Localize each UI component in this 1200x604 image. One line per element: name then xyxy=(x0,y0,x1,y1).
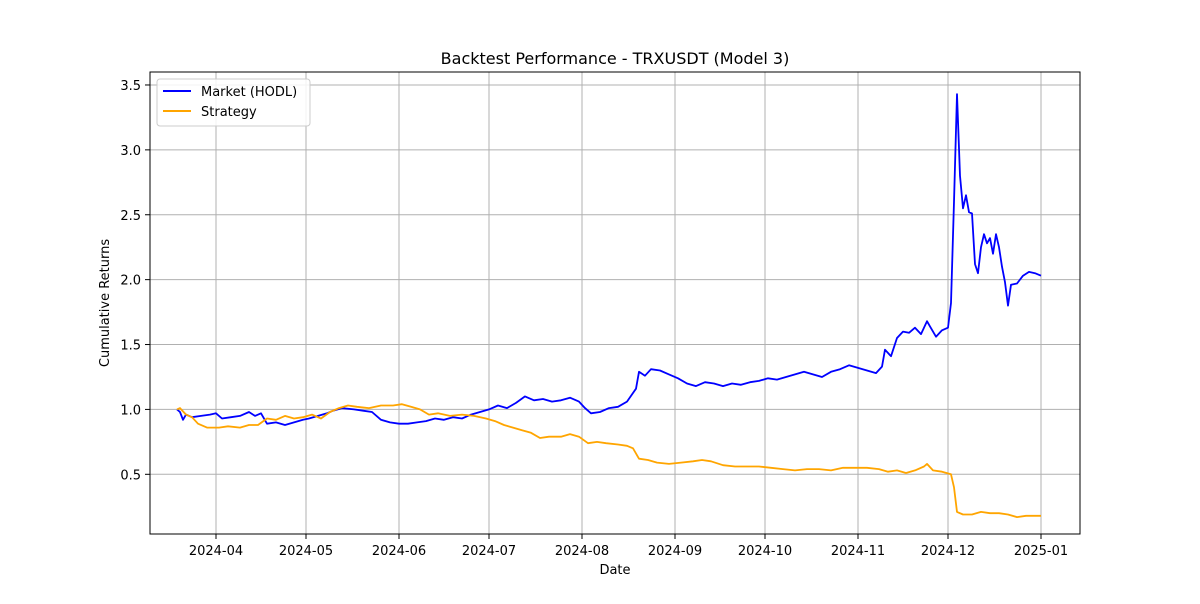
y-tick-label: 0.5 xyxy=(120,468,141,483)
x-tick-label: 2024-06 xyxy=(372,544,426,559)
series-line-1 xyxy=(176,403,1041,518)
y-tick-label: 2.5 xyxy=(120,209,141,224)
y-tick-label: 3.0 xyxy=(120,144,141,159)
y-tick-label: 1.0 xyxy=(120,403,141,418)
y-tick-label: 3.5 xyxy=(120,79,141,94)
plot-frame xyxy=(149,71,1081,535)
y-tick-label: 1.5 xyxy=(120,339,141,354)
x-tick-label: 2024-05 xyxy=(279,544,333,559)
x-axis-label: Date xyxy=(599,563,630,578)
series-line-0 xyxy=(176,93,1042,426)
legend-box xyxy=(156,78,311,127)
grid xyxy=(150,72,1080,534)
y-axis-ticks: 0.5 1.0 1.5 2.0 2.5 3.0 3.5 xyxy=(120,79,150,483)
y-axis-label: Cumulative Returns xyxy=(98,239,113,367)
x-tick-label: 2024-12 xyxy=(921,544,975,559)
legend-label-market: Market (HODL) xyxy=(201,85,297,100)
series-layer xyxy=(176,93,1042,518)
legend: Market (HODL) Strategy xyxy=(156,78,311,127)
x-tick-label: 2024-11 xyxy=(831,544,885,559)
legend-label-strategy: Strategy xyxy=(201,105,257,120)
x-tick-label: 2025-01 xyxy=(1014,544,1068,559)
x-tick-label: 2024-08 xyxy=(555,544,609,559)
x-axis-ticks: 2024-04 2024-05 2024-06 2024-07 2024-08 2024-… xyxy=(189,534,1068,559)
x-tick-label: 2024-07 xyxy=(462,544,516,559)
y-tick-label: 2.0 xyxy=(120,274,141,289)
x-tick-label: 2024-04 xyxy=(189,544,243,559)
chart-title: Backtest Performance - TRXUSDT (Model 3) xyxy=(441,49,790,68)
x-tick-label: 2024-09 xyxy=(648,544,702,559)
x-tick-label: 2024-10 xyxy=(738,544,792,559)
